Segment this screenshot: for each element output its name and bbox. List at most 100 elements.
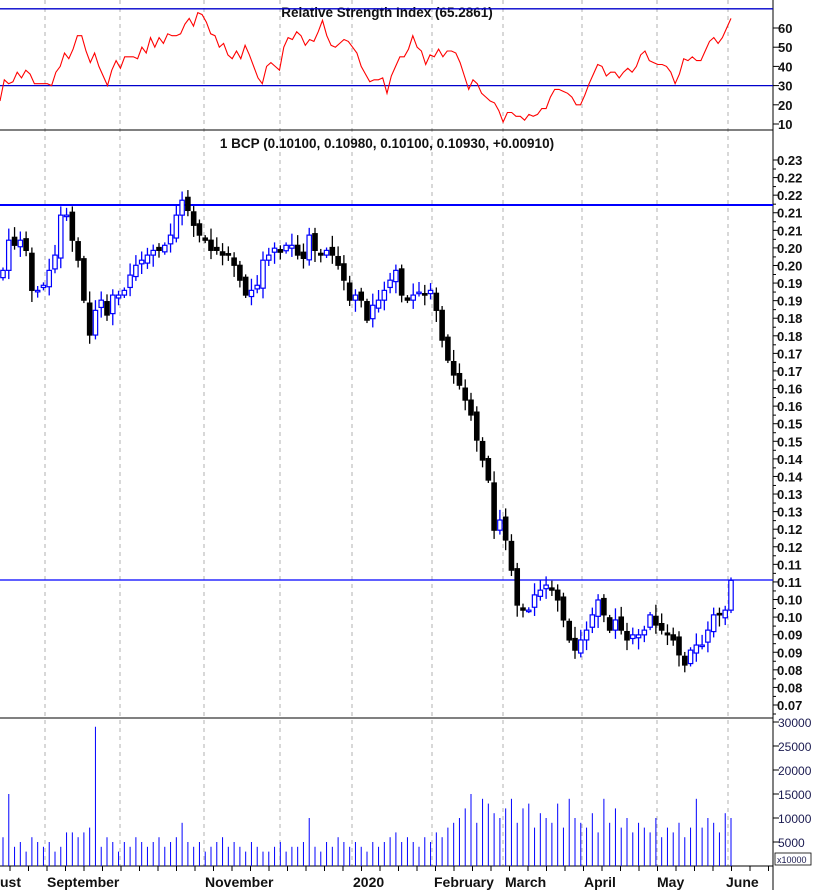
volume-tick-label: 15000 — [778, 788, 812, 802]
axes: 60 50 40 30 20 10 0.23 0.22 0.22 0.21 0.21 0.20 0.20… — [0, 21, 812, 890]
candle — [664, 624, 671, 646]
candle-body — [595, 599, 601, 617]
candle — [237, 260, 243, 288]
candle — [346, 275, 353, 306]
candle — [364, 298, 370, 324]
candle-body — [728, 579, 734, 611]
candle-body — [560, 596, 567, 621]
candle-body — [173, 214, 180, 239]
candle-body — [635, 634, 642, 639]
candle — [450, 349, 457, 384]
candle-body — [358, 291, 365, 301]
candle — [260, 251, 266, 299]
price-tick-label: 0.09 — [777, 628, 802, 643]
rsi-tick-label: 20 — [778, 98, 792, 113]
candle — [329, 235, 336, 264]
candle — [606, 614, 613, 634]
candle — [173, 204, 180, 243]
candle-body — [462, 387, 469, 401]
candle — [161, 242, 168, 255]
volume-tick-label: 20000 — [778, 764, 812, 778]
candle — [468, 392, 474, 421]
candle-body — [618, 616, 625, 631]
price-tick-label: 0.17 — [777, 346, 802, 361]
candle — [398, 264, 405, 303]
candle-body — [144, 254, 151, 264]
candle — [485, 455, 492, 483]
candle-body — [138, 259, 145, 265]
candle-body — [589, 614, 596, 628]
candle — [248, 278, 255, 306]
price-title: 1 BCP (0.10100, 0.10980, 0.10100, 0.1093… — [220, 136, 554, 151]
candle — [658, 613, 665, 635]
price-tick-label: 0.16 — [777, 399, 802, 414]
candle — [5, 228, 12, 280]
candle-body — [283, 244, 289, 252]
candle — [86, 291, 93, 344]
x-axis-month-label: June — [726, 874, 759, 890]
candle-body — [0, 269, 6, 279]
candle — [52, 244, 58, 274]
candle — [23, 231, 29, 257]
candle-body — [364, 301, 370, 321]
candle — [358, 287, 365, 308]
x-axis-month-label: April — [584, 874, 616, 890]
candle — [121, 287, 128, 298]
candle — [554, 584, 561, 612]
candle — [710, 607, 717, 638]
candle-body — [104, 301, 110, 316]
candle-body — [150, 249, 157, 256]
candle — [629, 627, 636, 645]
candle — [81, 255, 87, 304]
candle — [40, 282, 47, 291]
candle — [352, 289, 359, 312]
candle-body — [687, 649, 694, 665]
price-tick-label: 0.20 — [777, 258, 802, 273]
candle — [375, 289, 382, 313]
candle-body — [323, 249, 330, 256]
candle — [294, 235, 301, 260]
gridlines — [44, 0, 729, 866]
candle — [618, 606, 625, 635]
candle-body — [421, 293, 428, 296]
candle — [479, 437, 486, 468]
candle-body — [427, 289, 434, 295]
candle — [531, 583, 538, 616]
candle — [410, 283, 417, 309]
candle-body — [681, 655, 688, 666]
price-tick-label: 0.17 — [777, 364, 802, 379]
candle — [69, 206, 76, 252]
candle — [202, 235, 209, 244]
candle-body — [450, 360, 457, 376]
candle — [133, 255, 139, 281]
rsi-tick-label: 10 — [778, 117, 792, 132]
candle — [185, 190, 191, 217]
candle-body — [439, 309, 445, 341]
candle-body — [225, 253, 232, 256]
candle — [676, 631, 682, 667]
candle-body — [514, 568, 521, 606]
x-axis-month-label: November — [205, 874, 274, 890]
candle-body — [115, 294, 122, 299]
candle — [109, 289, 116, 326]
candle-body — [508, 540, 515, 571]
candle — [716, 607, 723, 627]
candle-body — [92, 309, 99, 336]
candle — [29, 247, 35, 302]
rsi-tick-label: 60 — [778, 21, 792, 36]
candle — [196, 219, 203, 243]
candle — [138, 251, 145, 275]
price-tick-label: 0.23 — [777, 153, 802, 168]
candle — [416, 282, 422, 297]
candle — [427, 283, 434, 300]
candle — [335, 246, 341, 270]
candle — [213, 237, 220, 255]
candle-body — [29, 252, 35, 291]
candle — [456, 363, 463, 390]
candle-body — [98, 299, 105, 309]
candle-body — [34, 289, 41, 293]
candle-body — [664, 632, 671, 636]
candle — [583, 621, 590, 651]
candle — [208, 228, 214, 260]
candle-body — [352, 294, 359, 301]
